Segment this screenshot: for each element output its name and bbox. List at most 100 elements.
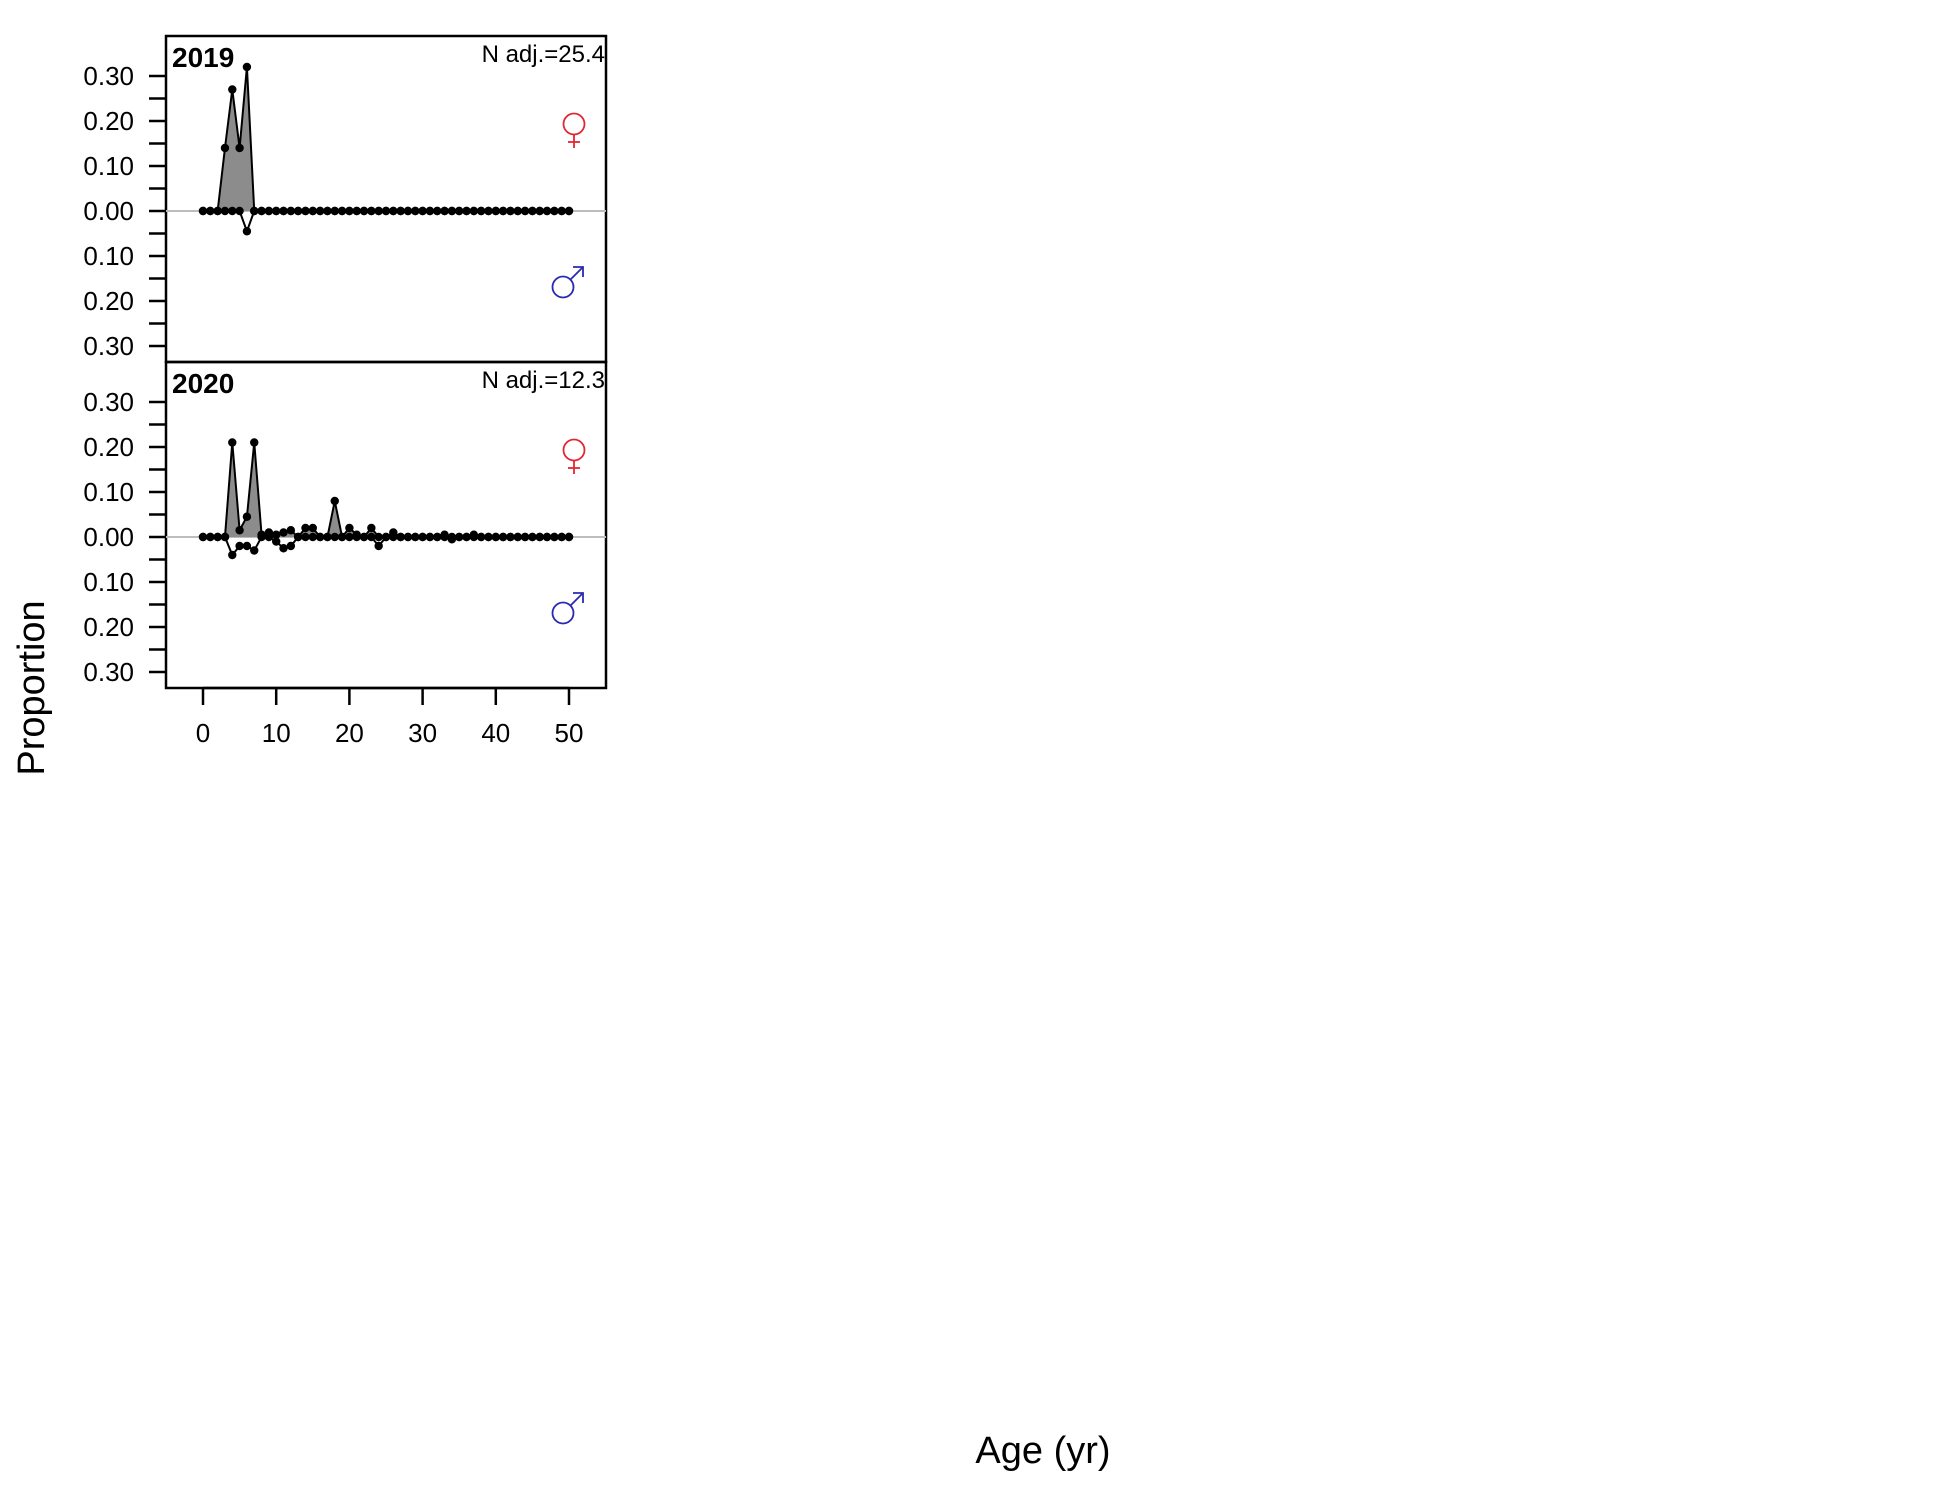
male-point xyxy=(462,532,471,542)
male-point xyxy=(352,532,361,542)
female-point xyxy=(235,143,244,153)
male-point xyxy=(411,532,420,542)
female-point xyxy=(308,523,317,533)
y-tick-label: 0.30 xyxy=(83,387,134,417)
male-point xyxy=(491,206,500,216)
x-axis-title: Age (yr) xyxy=(975,1430,1110,1472)
panel-year-label: 2019 xyxy=(172,42,234,73)
male-point xyxy=(542,206,552,216)
male-point xyxy=(564,532,574,542)
panel-year-label: 2020 xyxy=(172,368,234,399)
y-tick-label: 0.10 xyxy=(83,241,134,271)
male-point xyxy=(542,532,552,542)
panels: 0.30 0.20 0.10 0.00 0.10 0.20 0.30 2019 N adj.=2… xyxy=(83,34,608,690)
male-point xyxy=(330,532,339,542)
y-tick-label: 0.20 xyxy=(83,106,134,136)
y-tick-label: 0.30 xyxy=(83,61,134,91)
male-point xyxy=(491,532,500,542)
male-point xyxy=(337,532,347,542)
male-point xyxy=(557,532,566,542)
male-point xyxy=(264,532,274,542)
x-tick-label: 50 xyxy=(555,718,584,748)
male-point xyxy=(528,532,537,542)
male-point xyxy=(389,532,398,542)
male-point xyxy=(359,532,369,542)
male-point xyxy=(520,206,530,216)
female-point xyxy=(242,62,252,72)
male-symbol-icon xyxy=(551,592,584,625)
female-point xyxy=(228,85,237,94)
male-point xyxy=(293,532,303,542)
male-point xyxy=(418,532,427,542)
male-point xyxy=(440,206,449,216)
male-point xyxy=(535,206,544,216)
male-point xyxy=(330,206,339,216)
female-point xyxy=(242,512,252,521)
female-point xyxy=(220,143,230,153)
male-point xyxy=(513,206,522,216)
male-point xyxy=(374,206,383,216)
female-point xyxy=(279,528,288,537)
female-point xyxy=(374,532,383,542)
male-point xyxy=(396,532,405,542)
male-point xyxy=(425,532,435,542)
y-tick-label: 0.00 xyxy=(83,196,134,226)
male-point xyxy=(228,206,237,216)
male-point xyxy=(257,532,266,542)
male-point xyxy=(301,532,310,542)
male-point xyxy=(425,206,435,216)
male-point xyxy=(293,206,303,216)
female-symbol-icon xyxy=(562,112,586,148)
male-point xyxy=(381,206,391,216)
y-tick-label: 0.10 xyxy=(83,567,134,597)
male-point xyxy=(403,206,413,216)
y-tick-label: 0.30 xyxy=(83,657,134,687)
male-point xyxy=(455,532,464,542)
male-point xyxy=(264,206,274,216)
male-point xyxy=(498,532,508,542)
male-point xyxy=(228,550,237,560)
male-point xyxy=(476,206,486,216)
male-point xyxy=(550,532,559,542)
male-point xyxy=(513,532,522,542)
male-point xyxy=(462,206,471,216)
male-point xyxy=(557,206,566,216)
female-point xyxy=(345,523,354,533)
male-point xyxy=(447,206,457,216)
male-point xyxy=(286,206,296,216)
male-point xyxy=(220,206,230,216)
male-point xyxy=(257,206,266,216)
male-point xyxy=(498,206,508,216)
panel-n-adj-label: N adj.=25.4 xyxy=(482,41,605,68)
male-point xyxy=(235,541,244,551)
male-point xyxy=(301,206,310,216)
male-point xyxy=(447,535,457,544)
male-point xyxy=(367,206,376,216)
panel-n-adj-label: N adj.=12.3 xyxy=(482,367,605,394)
female-point xyxy=(228,438,237,447)
male-point xyxy=(411,206,420,216)
male-point xyxy=(469,532,479,542)
male-point xyxy=(279,206,288,216)
male-point xyxy=(235,206,244,216)
panel-2020: 0.30 0.20 0.10 0.00 0.10 0.20 0.30 2020 N adj.=1… xyxy=(83,360,608,690)
male-point xyxy=(323,206,332,216)
y-tick-label: 0.20 xyxy=(83,612,134,642)
male-point xyxy=(520,532,530,542)
male-point xyxy=(433,206,442,216)
female-point xyxy=(367,523,376,533)
x-tick-label: 30 xyxy=(408,718,437,748)
female-point xyxy=(330,496,339,506)
x-tick-label: 40 xyxy=(481,718,510,748)
male-point xyxy=(396,206,405,216)
male-point xyxy=(352,206,361,216)
female-point xyxy=(272,530,281,539)
male-point xyxy=(469,206,479,216)
male-point xyxy=(345,532,354,542)
male-point xyxy=(250,206,259,216)
male-point xyxy=(484,532,493,542)
y-tick-label: 0.20 xyxy=(83,432,134,462)
male-point xyxy=(550,206,559,216)
male-point xyxy=(374,541,383,551)
